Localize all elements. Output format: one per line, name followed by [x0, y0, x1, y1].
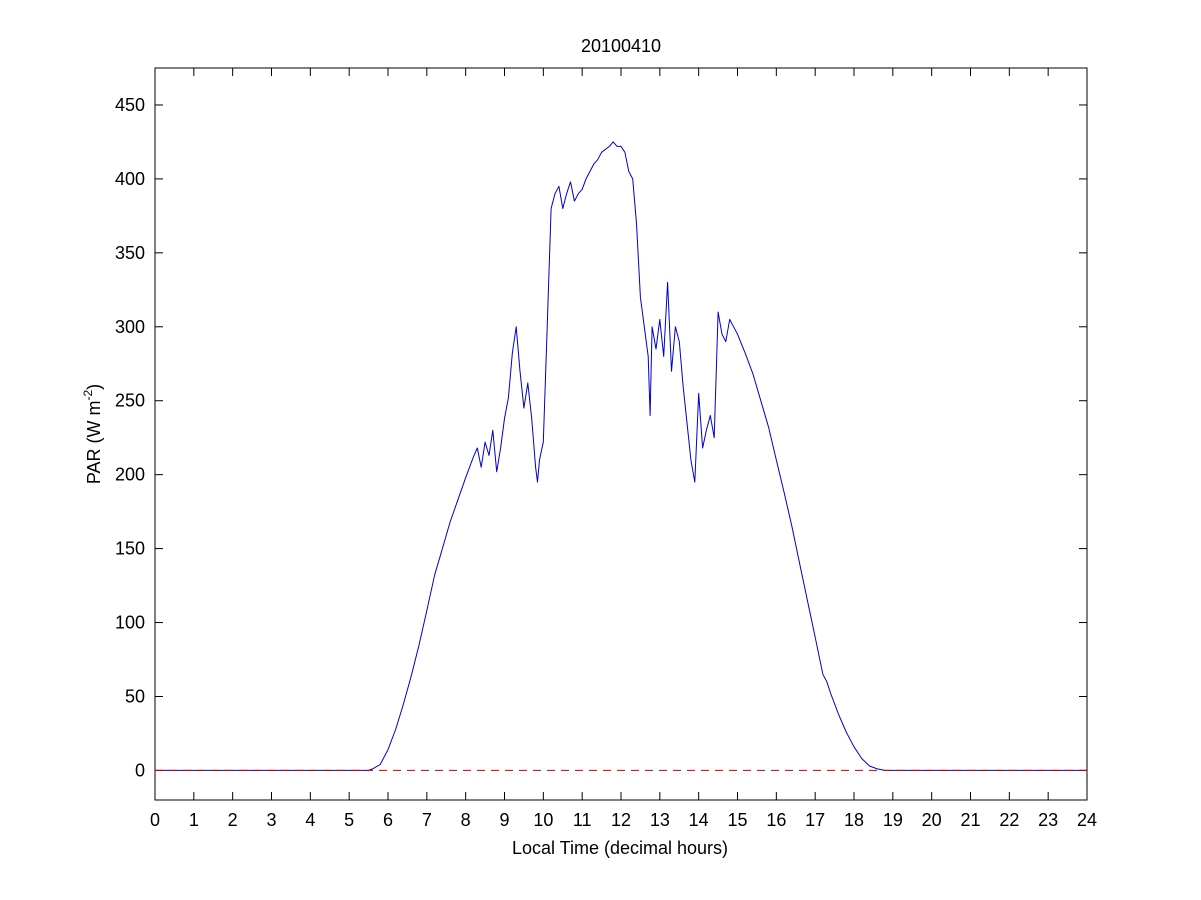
y-tick-label: 350	[115, 243, 145, 263]
x-tick-label: 20	[922, 810, 942, 830]
x-tick-label: 22	[999, 810, 1019, 830]
y-axis-label-base: PAR (W m	[84, 401, 104, 485]
y-tick-label: 300	[115, 317, 145, 337]
x-tick-label: 23	[1038, 810, 1058, 830]
x-tick-label: 14	[689, 810, 709, 830]
x-tick-label: 7	[422, 810, 432, 830]
x-tick-label: 13	[650, 810, 670, 830]
x-tick-label: 6	[383, 810, 393, 830]
x-tick-label: 10	[533, 810, 553, 830]
x-tick-label: 19	[883, 810, 903, 830]
x-tick-label: 12	[611, 810, 631, 830]
par-series-line	[155, 141, 1087, 771]
x-tick-label: 5	[344, 810, 354, 830]
chart-title: 20100410	[581, 36, 661, 56]
x-tick-label: 16	[766, 810, 786, 830]
x-tick-label: 0	[150, 810, 160, 830]
x-axis-label: Local Time (decimal hours)	[512, 838, 728, 858]
x-tick-label: 17	[805, 810, 825, 830]
y-tick-label: 0	[135, 760, 145, 780]
y-tick-label: 200	[115, 465, 145, 485]
y-tick-label: 100	[115, 613, 145, 633]
data-series	[155, 141, 1087, 771]
x-tick-label: 4	[305, 810, 315, 830]
x-tick-label: 9	[499, 810, 509, 830]
x-tick-label: 8	[461, 810, 471, 830]
x-tick-label: 18	[844, 810, 864, 830]
y-tick-label: 50	[125, 686, 145, 706]
y-axis-label-close: )	[84, 384, 104, 390]
x-tick-label: 2	[228, 810, 238, 830]
x-tick-label: 3	[266, 810, 276, 830]
y-tick-label: 250	[115, 391, 145, 411]
x-tick-label: 21	[960, 810, 980, 830]
x-tick-label: 1	[189, 810, 199, 830]
y-tick-label: 450	[115, 95, 145, 115]
x-tick-label: 24	[1077, 810, 1097, 830]
y-tick-label: 400	[115, 169, 145, 189]
x-tick-label: 11	[573, 810, 592, 830]
axis-ticks: 0 1 2 3 4 5 6 7 8 9 10 11 12 13 14 15 16 17 18 19 20 21 22 23 24…	[115, 68, 1097, 830]
y-axis-label-superscript: -2	[81, 390, 95, 401]
y-tick-label: 150	[115, 539, 145, 559]
y-axis-label: PAR (W m-2)	[81, 384, 104, 484]
plot-area	[154, 67, 1088, 801]
x-tick-label: 15	[727, 810, 747, 830]
